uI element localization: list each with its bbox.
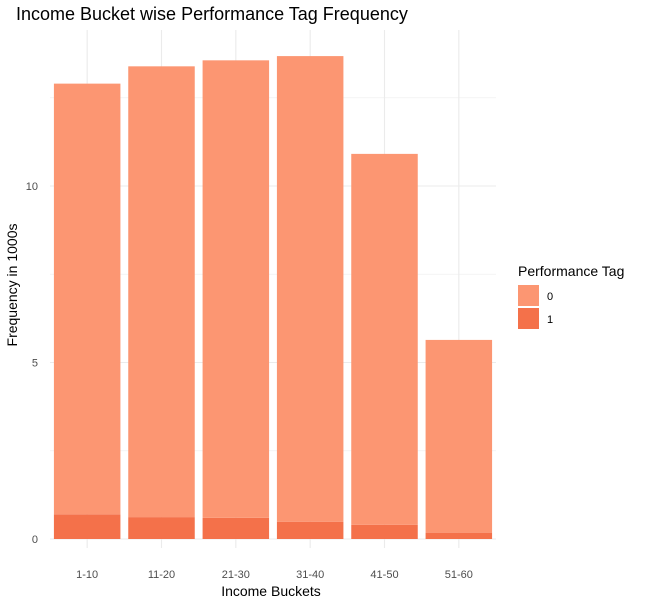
bar-21-30-tag-0: [202, 60, 270, 518]
chart-title: Income Bucket wise Performance Tag Frequ…: [16, 4, 408, 24]
bar-11-20-tag-0: [128, 66, 195, 518]
x-axis-title: Income Buckets: [221, 583, 321, 599]
y-axis-title: Frequency in 1000s: [4, 224, 20, 347]
bar-41-50-tag-1: [351, 524, 418, 539]
bar-31-40-tag-1: [276, 521, 344, 539]
bar-11-20-tag-1: [128, 517, 195, 539]
bar-41-50-tag-0: [351, 153, 418, 525]
legend-title: Performance Tag: [518, 263, 624, 279]
x-tick-label: 31-40: [296, 569, 324, 581]
legend-label-1: 1: [547, 314, 553, 326]
x-tick-label: 51-60: [445, 569, 473, 581]
x-tick-label: 21-30: [222, 569, 250, 581]
y-axis-ticks: 0 5 10: [26, 181, 38, 546]
legend-key-0: [518, 285, 539, 306]
legend-key-1: [518, 308, 539, 329]
legend-label-0: 0: [547, 291, 553, 303]
x-tick-label: 1-10: [76, 569, 98, 581]
bar-1-10-tag-1: [53, 514, 121, 539]
bar-21-30-tag-1: [202, 517, 270, 539]
y-tick-label: 0: [32, 534, 38, 546]
bars: [53, 56, 493, 539]
bar-51-60-tag-0: [425, 339, 493, 533]
bar-1-10-tag-0: [53, 83, 121, 515]
legend: Performance Tag 0 1: [518, 263, 624, 329]
bar-51-60-tag-1: [425, 532, 493, 539]
y-tick-label: 5: [32, 358, 38, 370]
x-tick-label: 41-50: [370, 569, 398, 581]
x-tick-label: 11-20: [148, 569, 175, 581]
bar-31-40-tag-0: [276, 56, 344, 522]
x-axis-ticks: 1-10 11-20 21-30 31-40 41-50 51-60: [76, 569, 473, 581]
y-tick-label: 10: [26, 181, 38, 193]
